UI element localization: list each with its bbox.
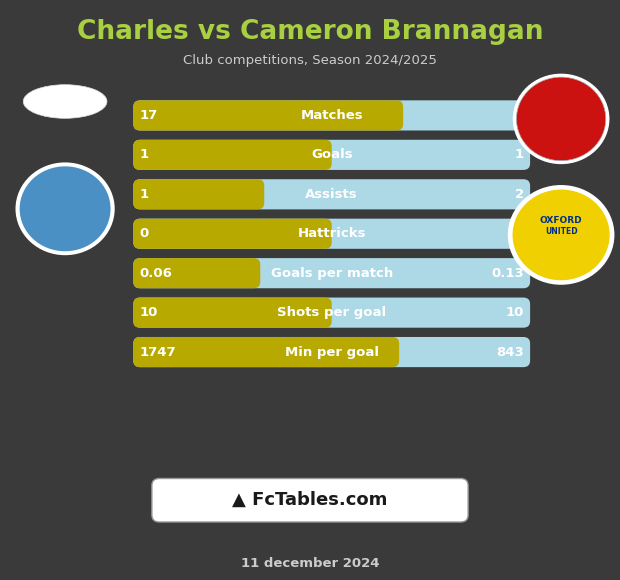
FancyBboxPatch shape — [133, 140, 332, 170]
FancyBboxPatch shape — [133, 219, 332, 249]
Text: Hattricks: Hattricks — [298, 227, 366, 240]
FancyBboxPatch shape — [152, 478, 468, 522]
Circle shape — [16, 162, 115, 255]
Circle shape — [508, 185, 614, 285]
Text: Assists: Assists — [306, 188, 358, 201]
Text: 11 december 2024: 11 december 2024 — [241, 557, 379, 570]
Text: Shots per goal: Shots per goal — [277, 306, 386, 319]
Text: Goals per match: Goals per match — [270, 267, 393, 280]
FancyBboxPatch shape — [133, 179, 264, 209]
Text: 2: 2 — [515, 188, 524, 201]
Circle shape — [512, 188, 611, 281]
Text: Goals: Goals — [311, 148, 353, 161]
Text: 1747: 1747 — [140, 346, 176, 358]
FancyBboxPatch shape — [133, 140, 530, 170]
Circle shape — [513, 74, 609, 164]
FancyBboxPatch shape — [133, 337, 530, 367]
FancyBboxPatch shape — [133, 298, 332, 328]
Text: 1: 1 — [140, 148, 149, 161]
Circle shape — [19, 165, 112, 252]
Text: 1: 1 — [140, 188, 149, 201]
Text: 0.13: 0.13 — [491, 267, 524, 280]
Text: 0: 0 — [515, 227, 524, 240]
Text: Min per goal: Min per goal — [285, 346, 379, 358]
Text: 1: 1 — [515, 148, 524, 161]
Text: 10: 10 — [505, 306, 524, 319]
Text: Charles vs Cameron Brannagan: Charles vs Cameron Brannagan — [77, 19, 543, 45]
Text: 0: 0 — [140, 227, 149, 240]
Text: Matches: Matches — [300, 109, 363, 122]
FancyBboxPatch shape — [133, 337, 399, 367]
Text: 10: 10 — [140, 306, 158, 319]
Text: 17: 17 — [140, 109, 157, 122]
Text: 8: 8 — [515, 109, 524, 122]
FancyBboxPatch shape — [133, 100, 530, 130]
Text: Club competitions, Season 2024/2025: Club competitions, Season 2024/2025 — [183, 55, 437, 67]
FancyBboxPatch shape — [133, 179, 530, 209]
FancyBboxPatch shape — [133, 100, 403, 130]
Text: ▲ FcTables.com: ▲ FcTables.com — [232, 491, 388, 509]
FancyBboxPatch shape — [133, 258, 530, 288]
FancyBboxPatch shape — [133, 298, 530, 328]
Text: 0.06: 0.06 — [140, 267, 172, 280]
Text: 843: 843 — [496, 346, 524, 358]
Ellipse shape — [23, 85, 107, 118]
FancyBboxPatch shape — [133, 219, 530, 249]
FancyBboxPatch shape — [133, 258, 260, 288]
Circle shape — [516, 77, 606, 161]
Text: OXFORD: OXFORD — [540, 216, 582, 225]
Text: UNITED: UNITED — [545, 227, 577, 237]
